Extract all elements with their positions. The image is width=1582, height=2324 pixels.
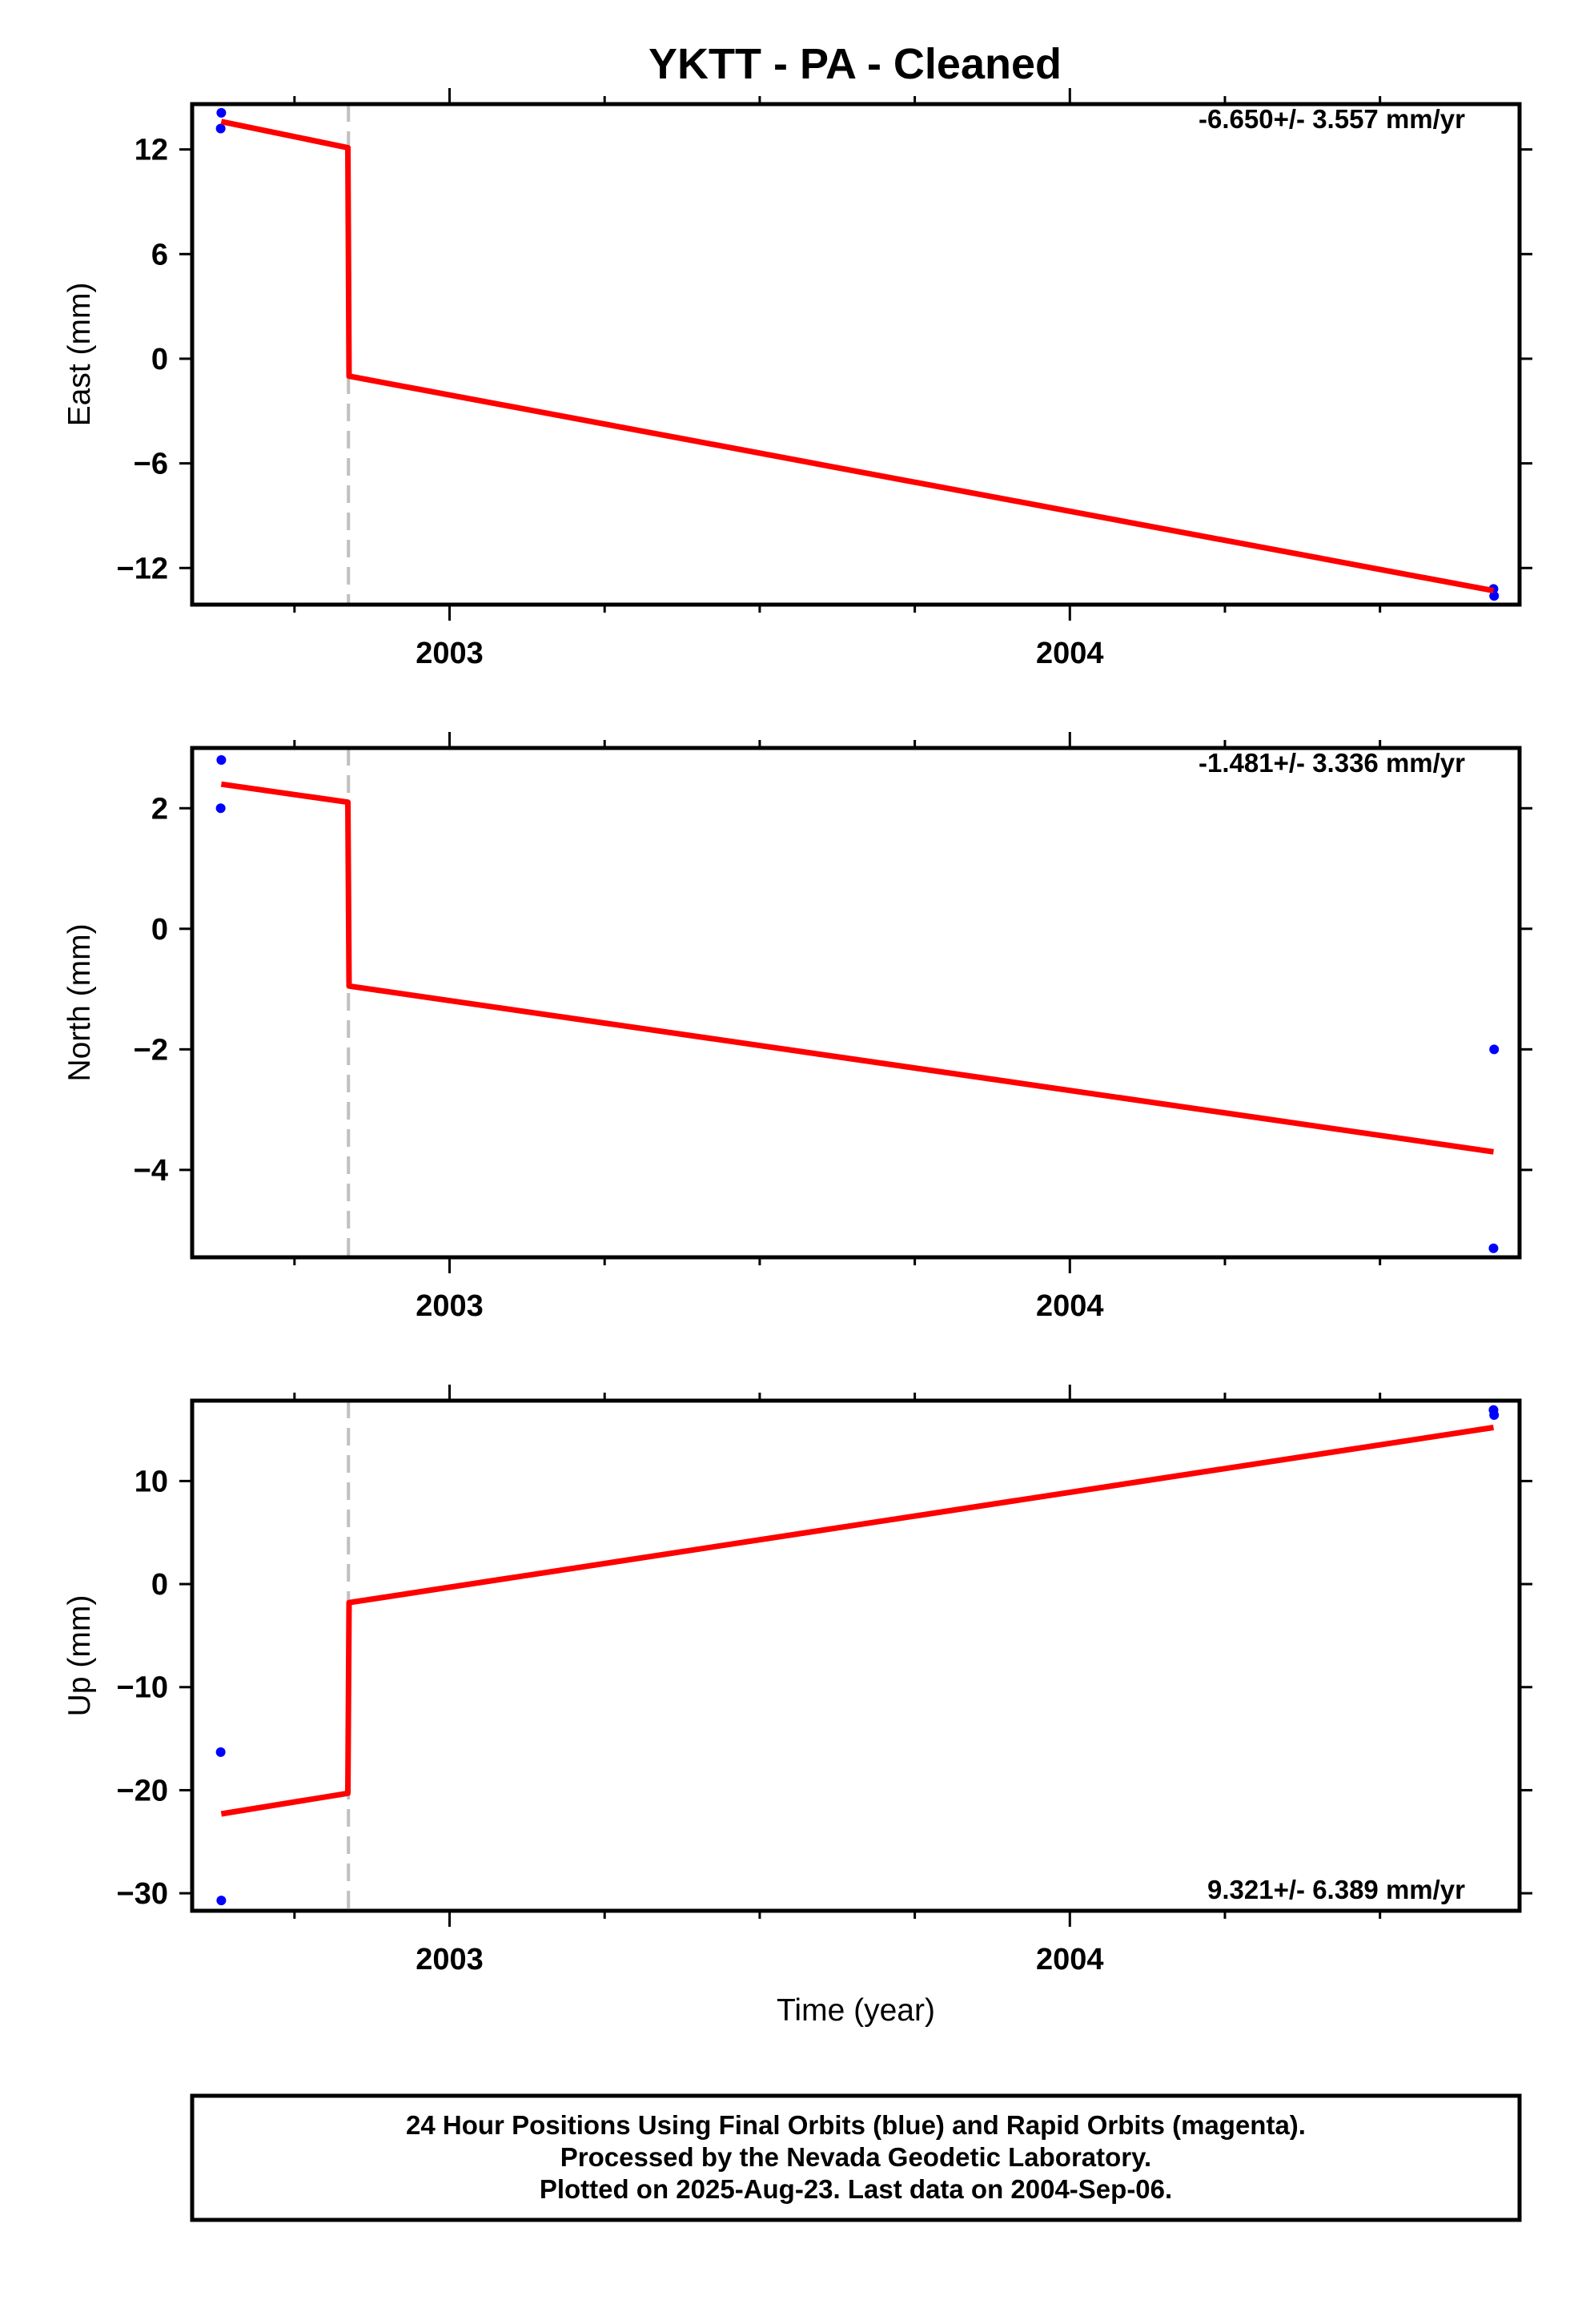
up-ylabel: Up (mm) [62, 1595, 97, 1717]
east-ytick-label: −12 [117, 552, 168, 585]
footer-box: 24 Hour Positions Using Final Orbits (bl… [190, 2093, 1522, 2222]
up-fit-line [220, 1425, 1495, 1817]
east-ytick-label: 0 [151, 343, 168, 376]
up-panel: −30 −20 −10 0 10 2003 2004 9.321+/- 6.389 mm/yr… [62, 1385, 1532, 2028]
north-ytick-label: 0 [151, 913, 168, 947]
north-rate-label: -1.481+/- 3.336 mm/yr [1199, 748, 1465, 778]
footer-frame [190, 2093, 1522, 2222]
north-xtick-label: 2003 [416, 1289, 484, 1323]
footer-line-2: Processed by the Nevada Geodetic Laborat… [560, 2142, 1151, 2172]
up-ytick-label: −20 [117, 1774, 168, 1807]
up-ytick-label: −30 [117, 1877, 168, 1911]
north-data-point [215, 803, 226, 814]
up-data-point [1489, 1410, 1500, 1421]
north-frame [190, 746, 1522, 1260]
north-ytick-label: −4 [134, 1154, 168, 1188]
chart-title: YKTT - PA - Cleaned [648, 40, 1062, 88]
east-ytick-label: −6 [134, 448, 168, 481]
north-panel: −4 −2 0 2 2003 2004 -1.481+/- 3.336 mm/yr North… [62, 732, 1532, 1323]
up-rate-label: 9.321+/- 6.389 mm/yr [1207, 1875, 1465, 1904]
east-xtick-label: 2004 [1036, 637, 1104, 670]
north-xtick-label: 2004 [1036, 1289, 1104, 1323]
east-ytick-label: 12 [135, 134, 168, 167]
east-fit-line [220, 119, 1495, 594]
up-data-point [216, 1896, 227, 1906]
east-data-point [215, 123, 226, 134]
up-data-point [215, 1747, 226, 1757]
north-data-point [1488, 1243, 1499, 1253]
north-ylabel: North (mm) [62, 923, 97, 1081]
footer-line-1: 24 Hour Positions Using Final Orbits (bl… [406, 2110, 1306, 2140]
up-ytick-label: 0 [151, 1568, 168, 1602]
north-data-point [216, 755, 227, 766]
east-xtick-label: 2003 [416, 637, 484, 670]
east-panel: −12 −6 0 6 12 2003 2004 -6.650+/- 3.557 mm/yr Ea… [62, 88, 1532, 670]
up-xtick-label: 2004 [1036, 1943, 1104, 1976]
east-frame [190, 102, 1522, 607]
up-xtick-label: 2003 [416, 1943, 484, 1976]
up-ytick-label: −10 [117, 1671, 168, 1705]
footer-line-3: Plotted on 2025-Aug-23. Last data on 200… [540, 2174, 1172, 2204]
north-ytick-label: 2 [151, 792, 168, 826]
up-xlabel: Time (year) [777, 1993, 935, 2028]
east-data-point [1489, 591, 1500, 601]
up-ytick-label: 10 [135, 1465, 168, 1498]
east-ylabel: East (mm) [62, 283, 97, 427]
east-ytick-label: 6 [151, 238, 168, 271]
east-data-point [216, 107, 227, 118]
up-frame [190, 1398, 1522, 1913]
east-rate-label: -6.650+/- 3.557 mm/yr [1199, 104, 1465, 134]
north-ytick-label: −2 [134, 1033, 168, 1067]
north-data-point [1489, 1044, 1500, 1055]
north-fit-line [220, 781, 1495, 1155]
